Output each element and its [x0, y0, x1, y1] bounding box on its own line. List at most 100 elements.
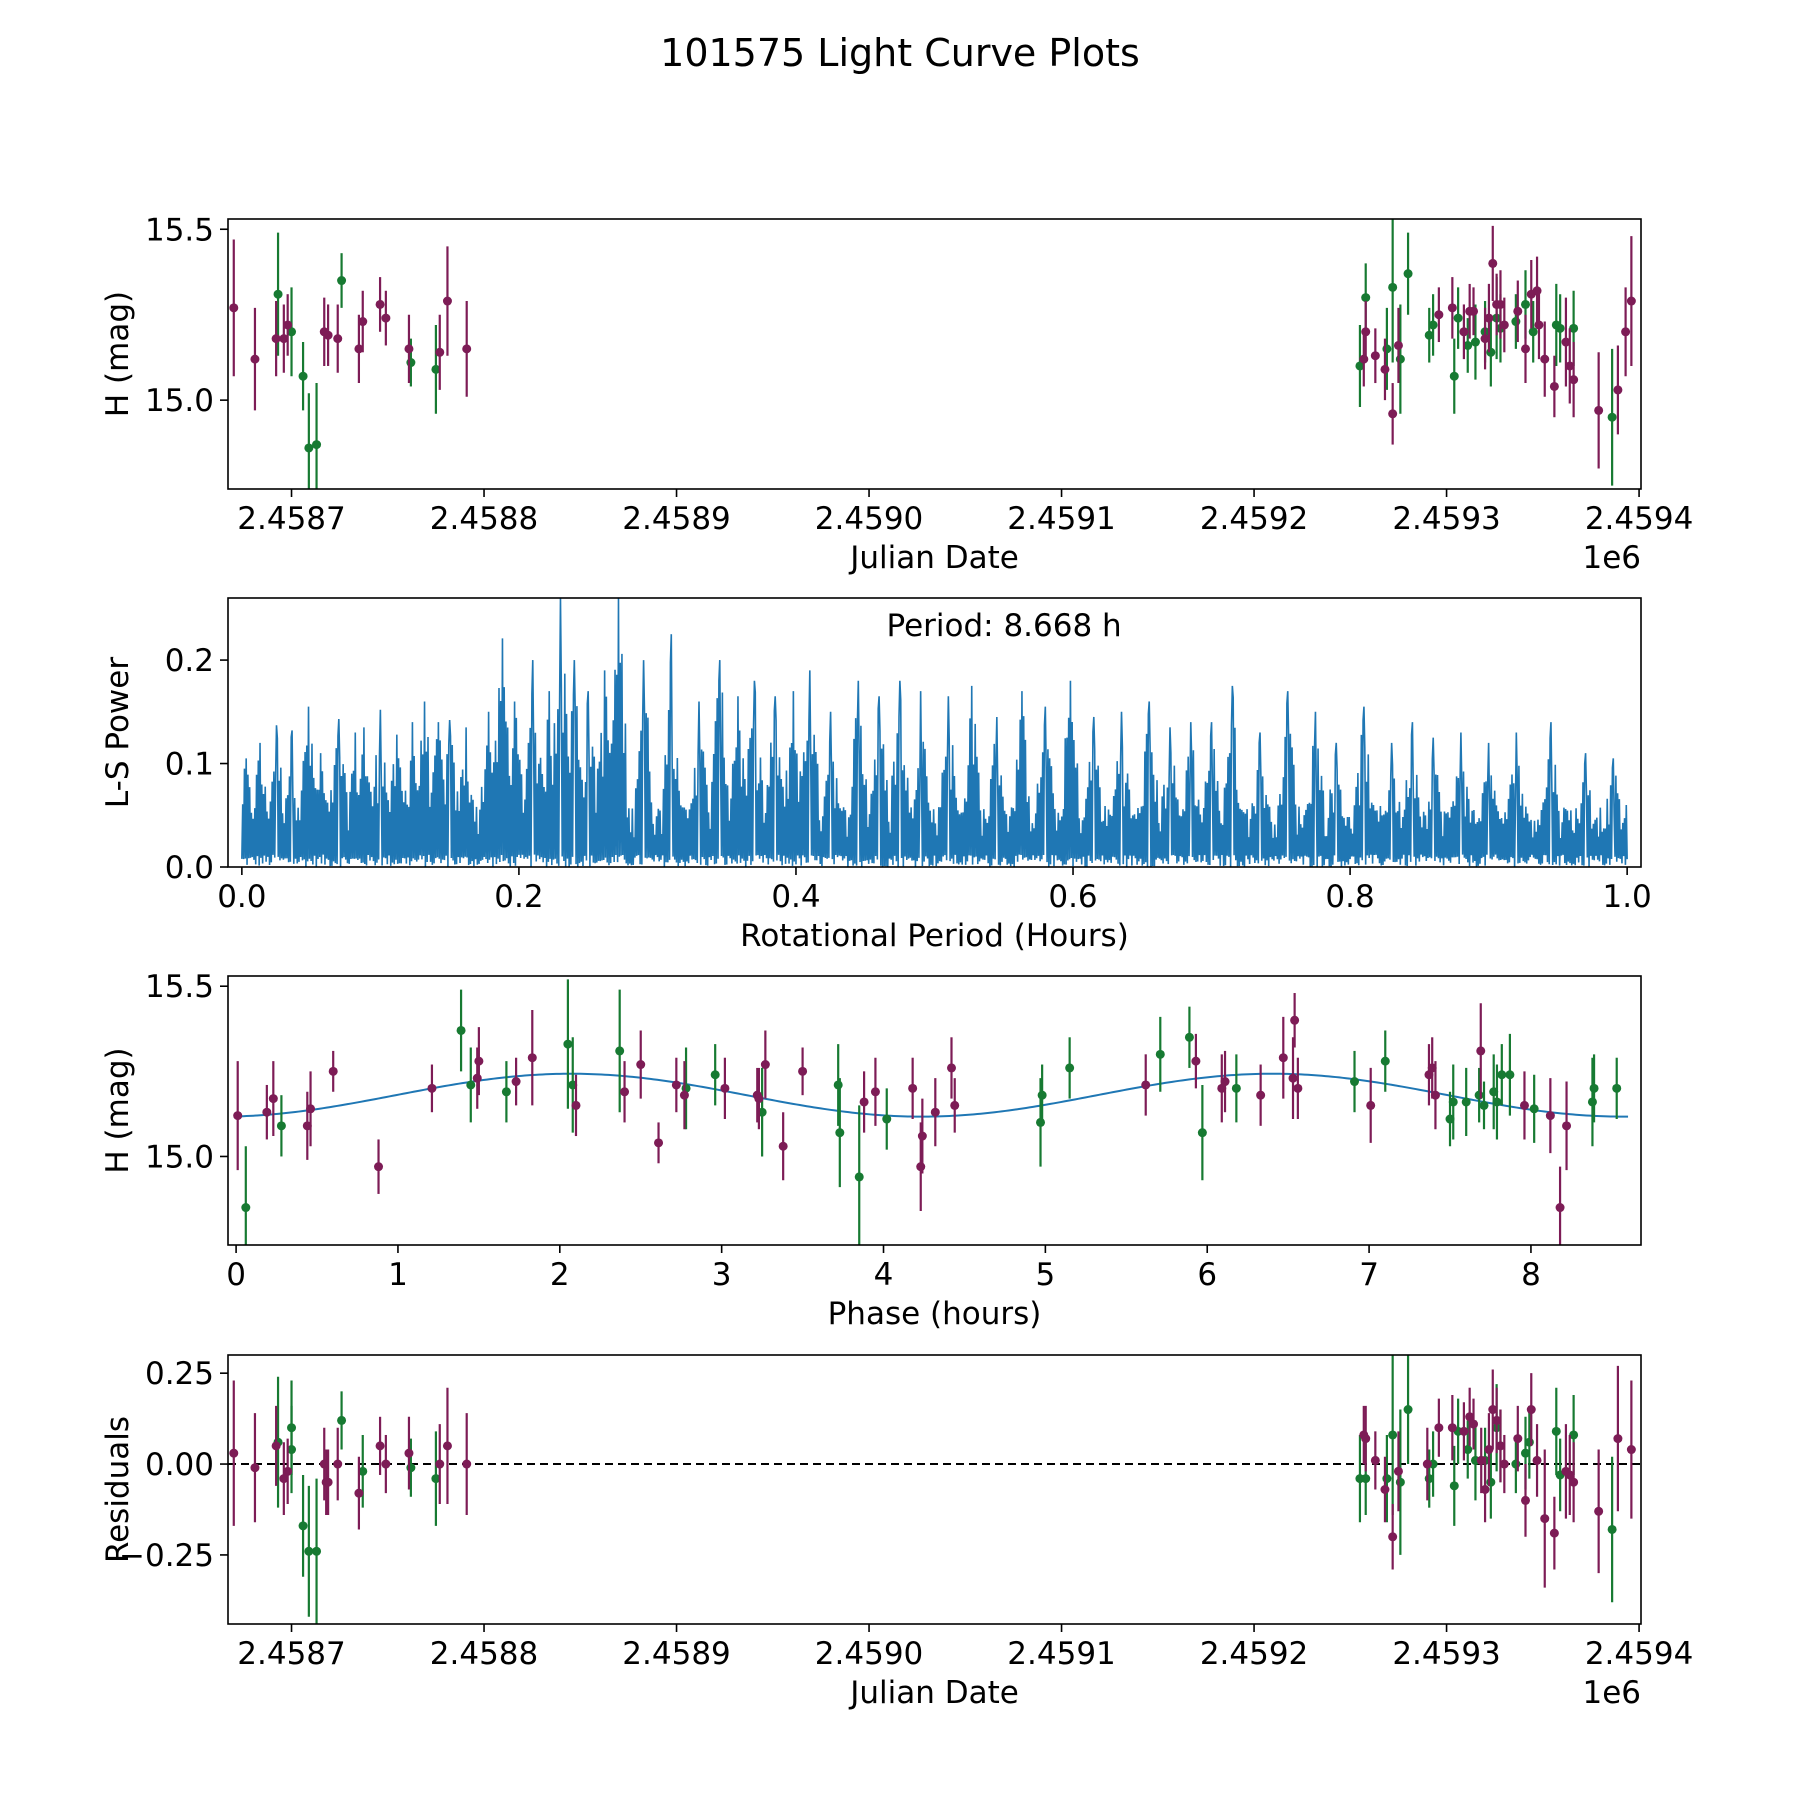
marker — [279, 334, 289, 344]
marker — [908, 1083, 918, 1093]
marker — [501, 1087, 511, 1097]
x-tick-label: 2.4588 — [430, 1636, 538, 1672]
marker — [1594, 405, 1604, 415]
data-point — [1479, 1081, 1489, 1130]
marker — [1380, 1056, 1390, 1066]
marker — [620, 1087, 630, 1097]
data-point — [1519, 1071, 1529, 1140]
data-point — [279, 304, 289, 373]
marker — [271, 334, 281, 344]
data-point — [1449, 338, 1459, 414]
marker — [1065, 1063, 1075, 1073]
data-point — [1293, 1057, 1303, 1120]
marker — [1607, 412, 1617, 422]
data-point — [1551, 1387, 1561, 1475]
x-axis-label: Julian Date — [848, 1675, 1019, 1711]
marker — [1428, 320, 1438, 330]
marker — [1474, 1090, 1484, 1100]
marker — [323, 1477, 333, 1487]
marker — [882, 1114, 892, 1124]
data-point — [1607, 348, 1617, 486]
data-point — [1555, 294, 1565, 363]
marker — [1469, 1419, 1479, 1429]
period-annotation: Period: 8.668 h — [887, 608, 1122, 644]
data-point — [250, 1413, 260, 1523]
data-point — [1422, 1427, 1432, 1501]
data-point — [1549, 355, 1559, 418]
data-point — [615, 989, 625, 1113]
y-axis-label: H (mag) — [100, 1047, 136, 1173]
marker — [1393, 340, 1403, 350]
y-tick-label: 0.00 — [145, 1447, 214, 1483]
data-point — [262, 1084, 272, 1140]
data-point — [946, 1037, 956, 1099]
ls-power-line — [241, 598, 1628, 867]
marker — [754, 1094, 764, 1104]
data-point — [1555, 1166, 1565, 1245]
data-point — [754, 1067, 764, 1130]
data-point — [298, 1474, 308, 1577]
x-tick-label: 2.4590 — [815, 1636, 923, 1672]
marker — [1545, 1111, 1555, 1121]
x-tick-label: 2.4593 — [1392, 1636, 1500, 1672]
data-point — [1505, 1033, 1515, 1116]
marker — [381, 1459, 391, 1469]
x-tick-label: 0.6 — [1048, 879, 1097, 915]
x-tick-label: 7 — [1359, 1257, 1379, 1293]
marker — [1361, 1434, 1371, 1444]
data-point — [1288, 1037, 1298, 1120]
marker — [1453, 313, 1463, 323]
marker — [760, 1060, 770, 1070]
data-point — [710, 1044, 720, 1106]
data-point — [1540, 1449, 1550, 1588]
marker — [859, 1097, 869, 1107]
marker — [462, 1459, 472, 1469]
marker — [1519, 1100, 1529, 1110]
data-point — [1388, 1504, 1398, 1570]
marker — [671, 1080, 681, 1090]
x-tick-label: 2.4587 — [237, 1636, 345, 1672]
data-point — [1449, 1445, 1459, 1526]
marker — [1612, 1083, 1622, 1093]
marker — [1430, 1090, 1440, 1100]
data-point — [854, 1105, 864, 1245]
data-point — [1403, 1355, 1413, 1465]
marker — [1499, 320, 1509, 330]
data-point — [358, 290, 368, 353]
data-point — [1469, 1398, 1479, 1450]
marker — [337, 276, 347, 286]
marker — [1524, 1437, 1534, 1447]
marker — [917, 1131, 927, 1141]
data-point — [1355, 324, 1365, 407]
marker — [250, 1463, 260, 1473]
data-point — [1476, 1003, 1486, 1099]
data-point — [404, 1416, 414, 1490]
data-point — [1184, 1006, 1194, 1068]
marker — [1492, 1097, 1502, 1107]
data-point — [930, 1078, 940, 1147]
x-tick-label: 2.4590 — [815, 501, 923, 537]
data-point — [1256, 1064, 1266, 1126]
marker — [1528, 327, 1538, 337]
plot-area-phased — [233, 979, 1629, 1245]
data-point — [354, 1456, 364, 1530]
marker — [1449, 371, 1459, 381]
data-point — [374, 1139, 384, 1194]
marker — [1463, 1445, 1473, 1455]
data-point — [1613, 1365, 1623, 1512]
marker — [1448, 1097, 1458, 1107]
data-point — [375, 1416, 385, 1475]
data-point — [1561, 297, 1571, 387]
marker — [1534, 320, 1544, 330]
data-point — [1495, 1409, 1505, 1483]
marker — [1565, 1470, 1575, 1480]
marker — [298, 1521, 308, 1531]
data-point — [442, 1387, 452, 1505]
data-point — [563, 979, 573, 1109]
data-point — [404, 314, 414, 384]
data-point — [1532, 1424, 1542, 1497]
data-point — [1565, 328, 1575, 404]
data-point — [1459, 1402, 1469, 1461]
marker — [1388, 1430, 1398, 1440]
data-point — [1465, 1387, 1475, 1446]
